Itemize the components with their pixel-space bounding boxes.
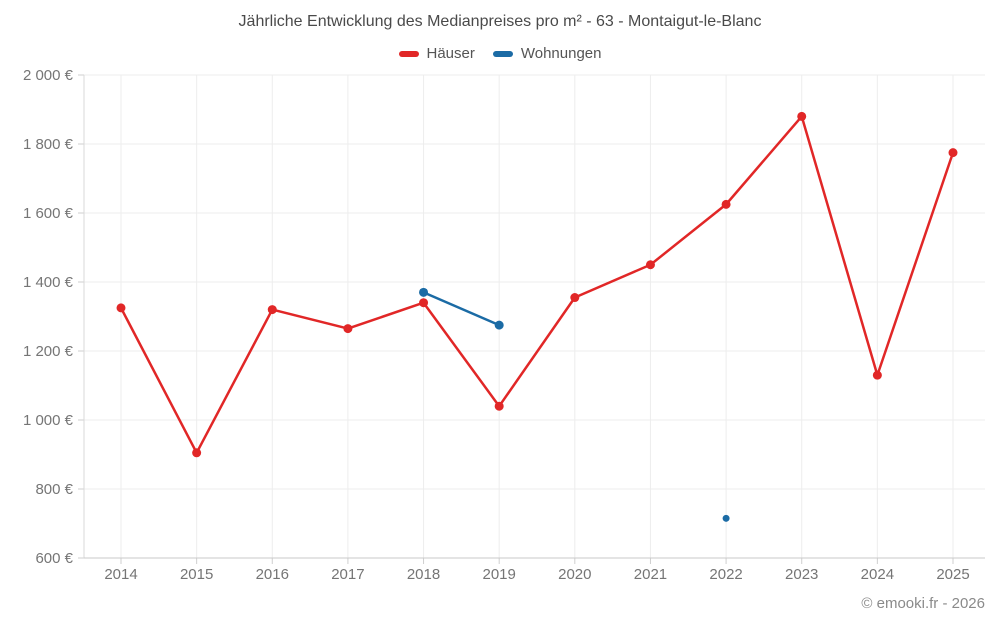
data-point-huser-2019	[494, 401, 504, 411]
series-line-huser	[119, 115, 955, 455]
x-tick-label: 2025	[936, 566, 969, 583]
x-tick-label: 2015	[180, 566, 213, 583]
legend-item-huser[interactable]: Häuser	[398, 45, 475, 62]
grid-lines	[84, 74, 985, 559]
data-point-huser-2023	[797, 111, 807, 121]
data-point-huser-2017	[343, 324, 353, 334]
axes	[78, 74, 985, 564]
y-tick-label: 800 €	[35, 481, 73, 498]
axis-labels: 2 000 € 1 800 € 1 600 € 1 400 € 1 200 € 1 000…	[23, 67, 970, 583]
legend-label: Häuser	[426, 45, 475, 62]
x-tick-label: 2021	[634, 566, 667, 583]
data-point-huser-2018	[419, 298, 429, 308]
data-point-huser-2022	[721, 199, 731, 209]
data-point-wohnungen-2018	[419, 287, 429, 297]
y-tick-label: 600 €	[35, 550, 73, 567]
series-wohnungen	[419, 287, 730, 522]
data-point-huser-2014	[116, 303, 126, 313]
x-tick-label: 2016	[256, 566, 289, 583]
footer-credit: © emooki.fr - 2026	[861, 595, 985, 612]
y-tick-label: 1 600 €	[23, 205, 74, 222]
legend-swatch-icon	[492, 50, 513, 57]
data-point-huser-2020	[570, 293, 580, 303]
x-tick-label: 2014	[104, 566, 137, 583]
chart-title: Jährliche Entwicklung des Medianpreises …	[238, 13, 762, 30]
legend-label: Wohnungen	[520, 45, 602, 62]
x-tick-label: 2019	[482, 566, 515, 583]
data-point-huser-2025	[948, 148, 958, 158]
data-point-huser-2024	[872, 370, 882, 380]
data-point-wohnungen-2019	[494, 320, 504, 330]
data-point-huser-2016	[267, 305, 277, 315]
series-huser	[116, 111, 958, 458]
x-tick-label: 2017	[331, 566, 364, 583]
legend-item-wohnungen[interactable]: Wohnungen	[492, 45, 602, 62]
x-tick-label: 2020	[558, 566, 591, 583]
chart-legend: Häuser Wohnungen	[0, 45, 1000, 62]
y-tick-label: 2 000 €	[23, 67, 74, 84]
y-tick-label: 1 800 €	[23, 136, 74, 153]
x-tick-label: 2022	[709, 566, 742, 583]
series-line-wohnungen	[422, 291, 501, 327]
data-point-huser-2021	[645, 260, 655, 270]
y-tick-label: 1 400 €	[23, 274, 74, 291]
y-tick-label: 1 200 €	[23, 343, 74, 360]
x-tick-label: 2024	[861, 566, 894, 583]
data-point-wohnungen-2022	[722, 514, 730, 522]
legend-swatch-icon	[398, 50, 419, 57]
x-tick-label: 2023	[785, 566, 818, 583]
y-tick-label: 1 000 €	[23, 412, 74, 429]
x-tick-label: 2018	[407, 566, 440, 583]
data-point-huser-2015	[192, 448, 202, 458]
